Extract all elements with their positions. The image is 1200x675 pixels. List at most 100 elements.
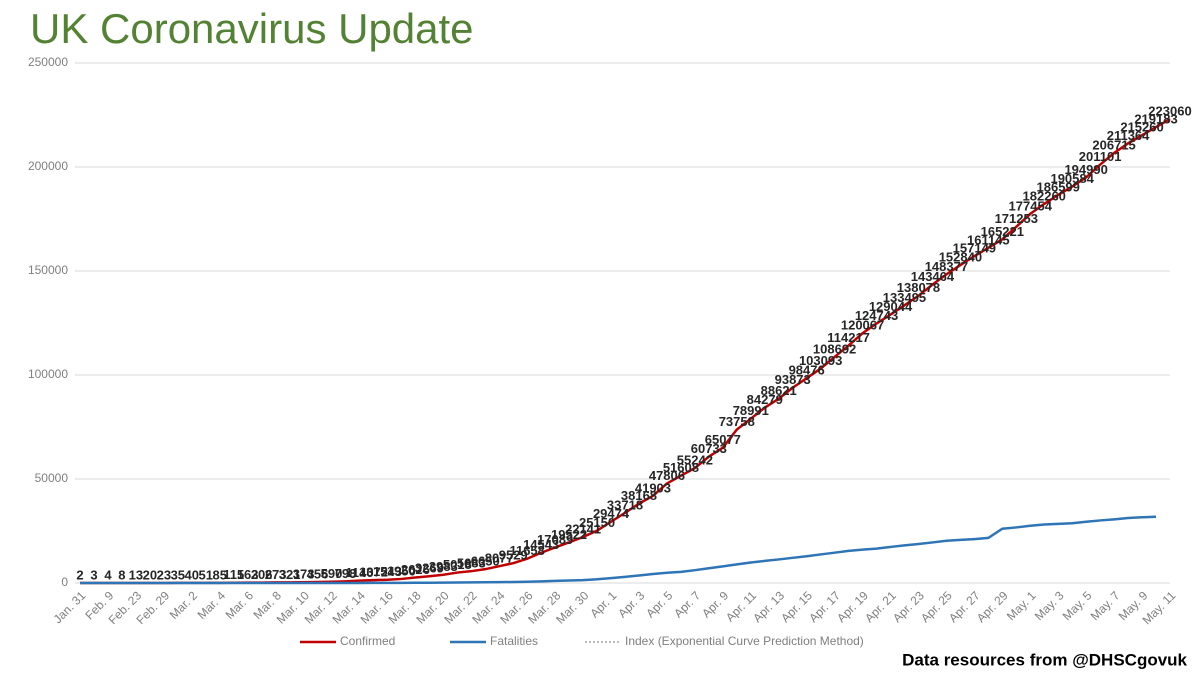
y-tick-label: 200000 <box>28 159 68 173</box>
data-label: 73758 <box>719 414 755 429</box>
data-label: 8 <box>118 567 125 582</box>
data-label: 22141 <box>565 521 601 536</box>
data-label: 41903 <box>635 480 671 495</box>
data-label: 114217 <box>827 330 870 345</box>
data-label: 98476 <box>789 363 825 378</box>
data-label: 4 <box>104 567 112 582</box>
data-label: 78991 <box>733 403 769 418</box>
data-label: 182260 <box>1023 188 1066 203</box>
x-tick-label: May. 7 <box>1088 588 1123 623</box>
legend-label: Index (Exponential Curve Prediction Meth… <box>625 634 864 648</box>
data-label: 11658 <box>509 543 544 558</box>
data-label: 590 <box>321 566 343 581</box>
x-tick-label: Apr. 7 <box>671 588 703 620</box>
x-tick-label: Mar. 4 <box>195 588 229 622</box>
x-tick-label: Apr. 5 <box>643 588 675 620</box>
data-label: 51608 <box>663 460 699 475</box>
data-label: 1543 <box>373 564 402 579</box>
data-label: 2626 <box>401 562 430 577</box>
data-label: 3983 <box>429 559 458 574</box>
data-label: 171253 <box>995 211 1038 226</box>
data-label: 143464 <box>911 269 955 284</box>
data-label: 223060 <box>1148 103 1191 118</box>
data-label: 14543 <box>523 537 559 552</box>
data-label: 51 <box>199 567 213 582</box>
data-label: 88621 <box>761 383 797 398</box>
data-label: 163 <box>237 567 259 582</box>
data-label: 1140 <box>345 565 373 580</box>
chart-title: UK Coronavirus Update <box>30 5 474 52</box>
data-label: 177454 <box>1009 198 1053 213</box>
x-tick-label: Mar. 2 <box>167 588 201 622</box>
data-label: 84279 <box>747 392 783 407</box>
data-label: 35 <box>171 567 185 582</box>
x-tick-label: Mar. 6 <box>223 588 257 622</box>
x-tick-label: Apr. 3 <box>615 588 647 620</box>
y-tick-label: 250000 <box>28 55 68 69</box>
data-label: 9529 <box>499 548 528 563</box>
x-tick-label: Apr. 29 <box>974 588 1011 625</box>
data-label: 206715 <box>1092 137 1135 152</box>
data-label: 8077 <box>485 551 514 566</box>
y-tick-label: 50000 <box>35 471 69 485</box>
data-label: 55242 <box>677 453 713 468</box>
x-tick-label: May. 3 <box>1032 588 1067 623</box>
data-label: 206 <box>251 567 273 582</box>
data-label: 47806 <box>649 468 685 483</box>
data-label: 1372 <box>359 565 388 580</box>
data-label: 157149 <box>953 241 996 256</box>
data-label: 6650 <box>471 554 500 569</box>
data-label: 165221 <box>981 224 1024 239</box>
data-label: 19522 <box>551 527 587 542</box>
data-label: 129044 <box>869 299 913 314</box>
legend-label: Fatalities <box>490 634 538 648</box>
data-label: 456 <box>307 566 329 581</box>
data-label: 3 <box>90 567 97 582</box>
data-label: 2 <box>76 567 83 582</box>
data-label: 85 <box>213 567 227 582</box>
y-tick-label: 150000 <box>28 263 68 277</box>
data-label: 17089 <box>537 532 573 547</box>
data-label: 60733 <box>691 441 727 456</box>
data-label: 215260 <box>1120 120 1163 135</box>
data-label: 3269 <box>415 561 444 576</box>
data-label: 133495 <box>883 290 926 305</box>
y-tick-label: 0 <box>61 575 68 589</box>
data-label: 29474 <box>593 506 630 521</box>
data-label: 65077 <box>705 432 741 447</box>
data-label: 124743 <box>855 308 898 323</box>
data-label: 115 <box>223 567 244 582</box>
data-label: 219183 <box>1134 112 1177 127</box>
chart-subtitle: Data resources from @DHSCgovuk <box>902 650 1187 669</box>
data-label: 120067 <box>841 318 884 333</box>
x-tick-label: Jan. 31 <box>51 588 89 626</box>
data-label: 40 <box>185 567 199 582</box>
x-tick-label: May. 5 <box>1060 588 1095 623</box>
data-label: 211364 <box>1107 128 1150 143</box>
x-tick-label: May. 1 <box>1004 588 1039 623</box>
data-label: 161145 <box>967 232 1010 247</box>
data-label: 25150 <box>579 515 615 530</box>
y-tick-label: 100000 <box>28 367 68 381</box>
legend-label: Confirmed <box>340 634 395 648</box>
data-label: 38168 <box>621 488 657 503</box>
data-label: 186599 <box>1037 179 1080 194</box>
data-label: 321 <box>279 567 301 582</box>
data-label: 20 <box>143 567 157 582</box>
data-label: 5018 <box>443 557 472 572</box>
data-label: 1950 <box>387 563 416 578</box>
x-tick-label: Apr. 1 <box>587 588 619 620</box>
data-label: 190584 <box>1050 171 1094 186</box>
series-line <box>80 515 1157 585</box>
data-label: 373 <box>293 567 315 582</box>
data-label: 148377 <box>925 259 968 274</box>
data-label: 798 <box>335 566 357 581</box>
data-label: 23 <box>157 567 171 582</box>
data-label: 103093 <box>799 353 842 368</box>
data-label: 93873 <box>775 372 811 387</box>
data-label: 5683 <box>457 556 486 571</box>
data-label: 33718 <box>607 497 643 512</box>
data-label: 108692 <box>813 341 856 356</box>
